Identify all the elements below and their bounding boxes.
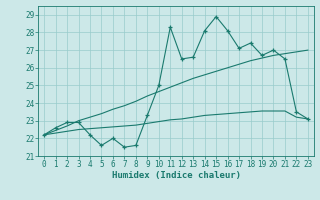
X-axis label: Humidex (Indice chaleur): Humidex (Indice chaleur) [111,171,241,180]
